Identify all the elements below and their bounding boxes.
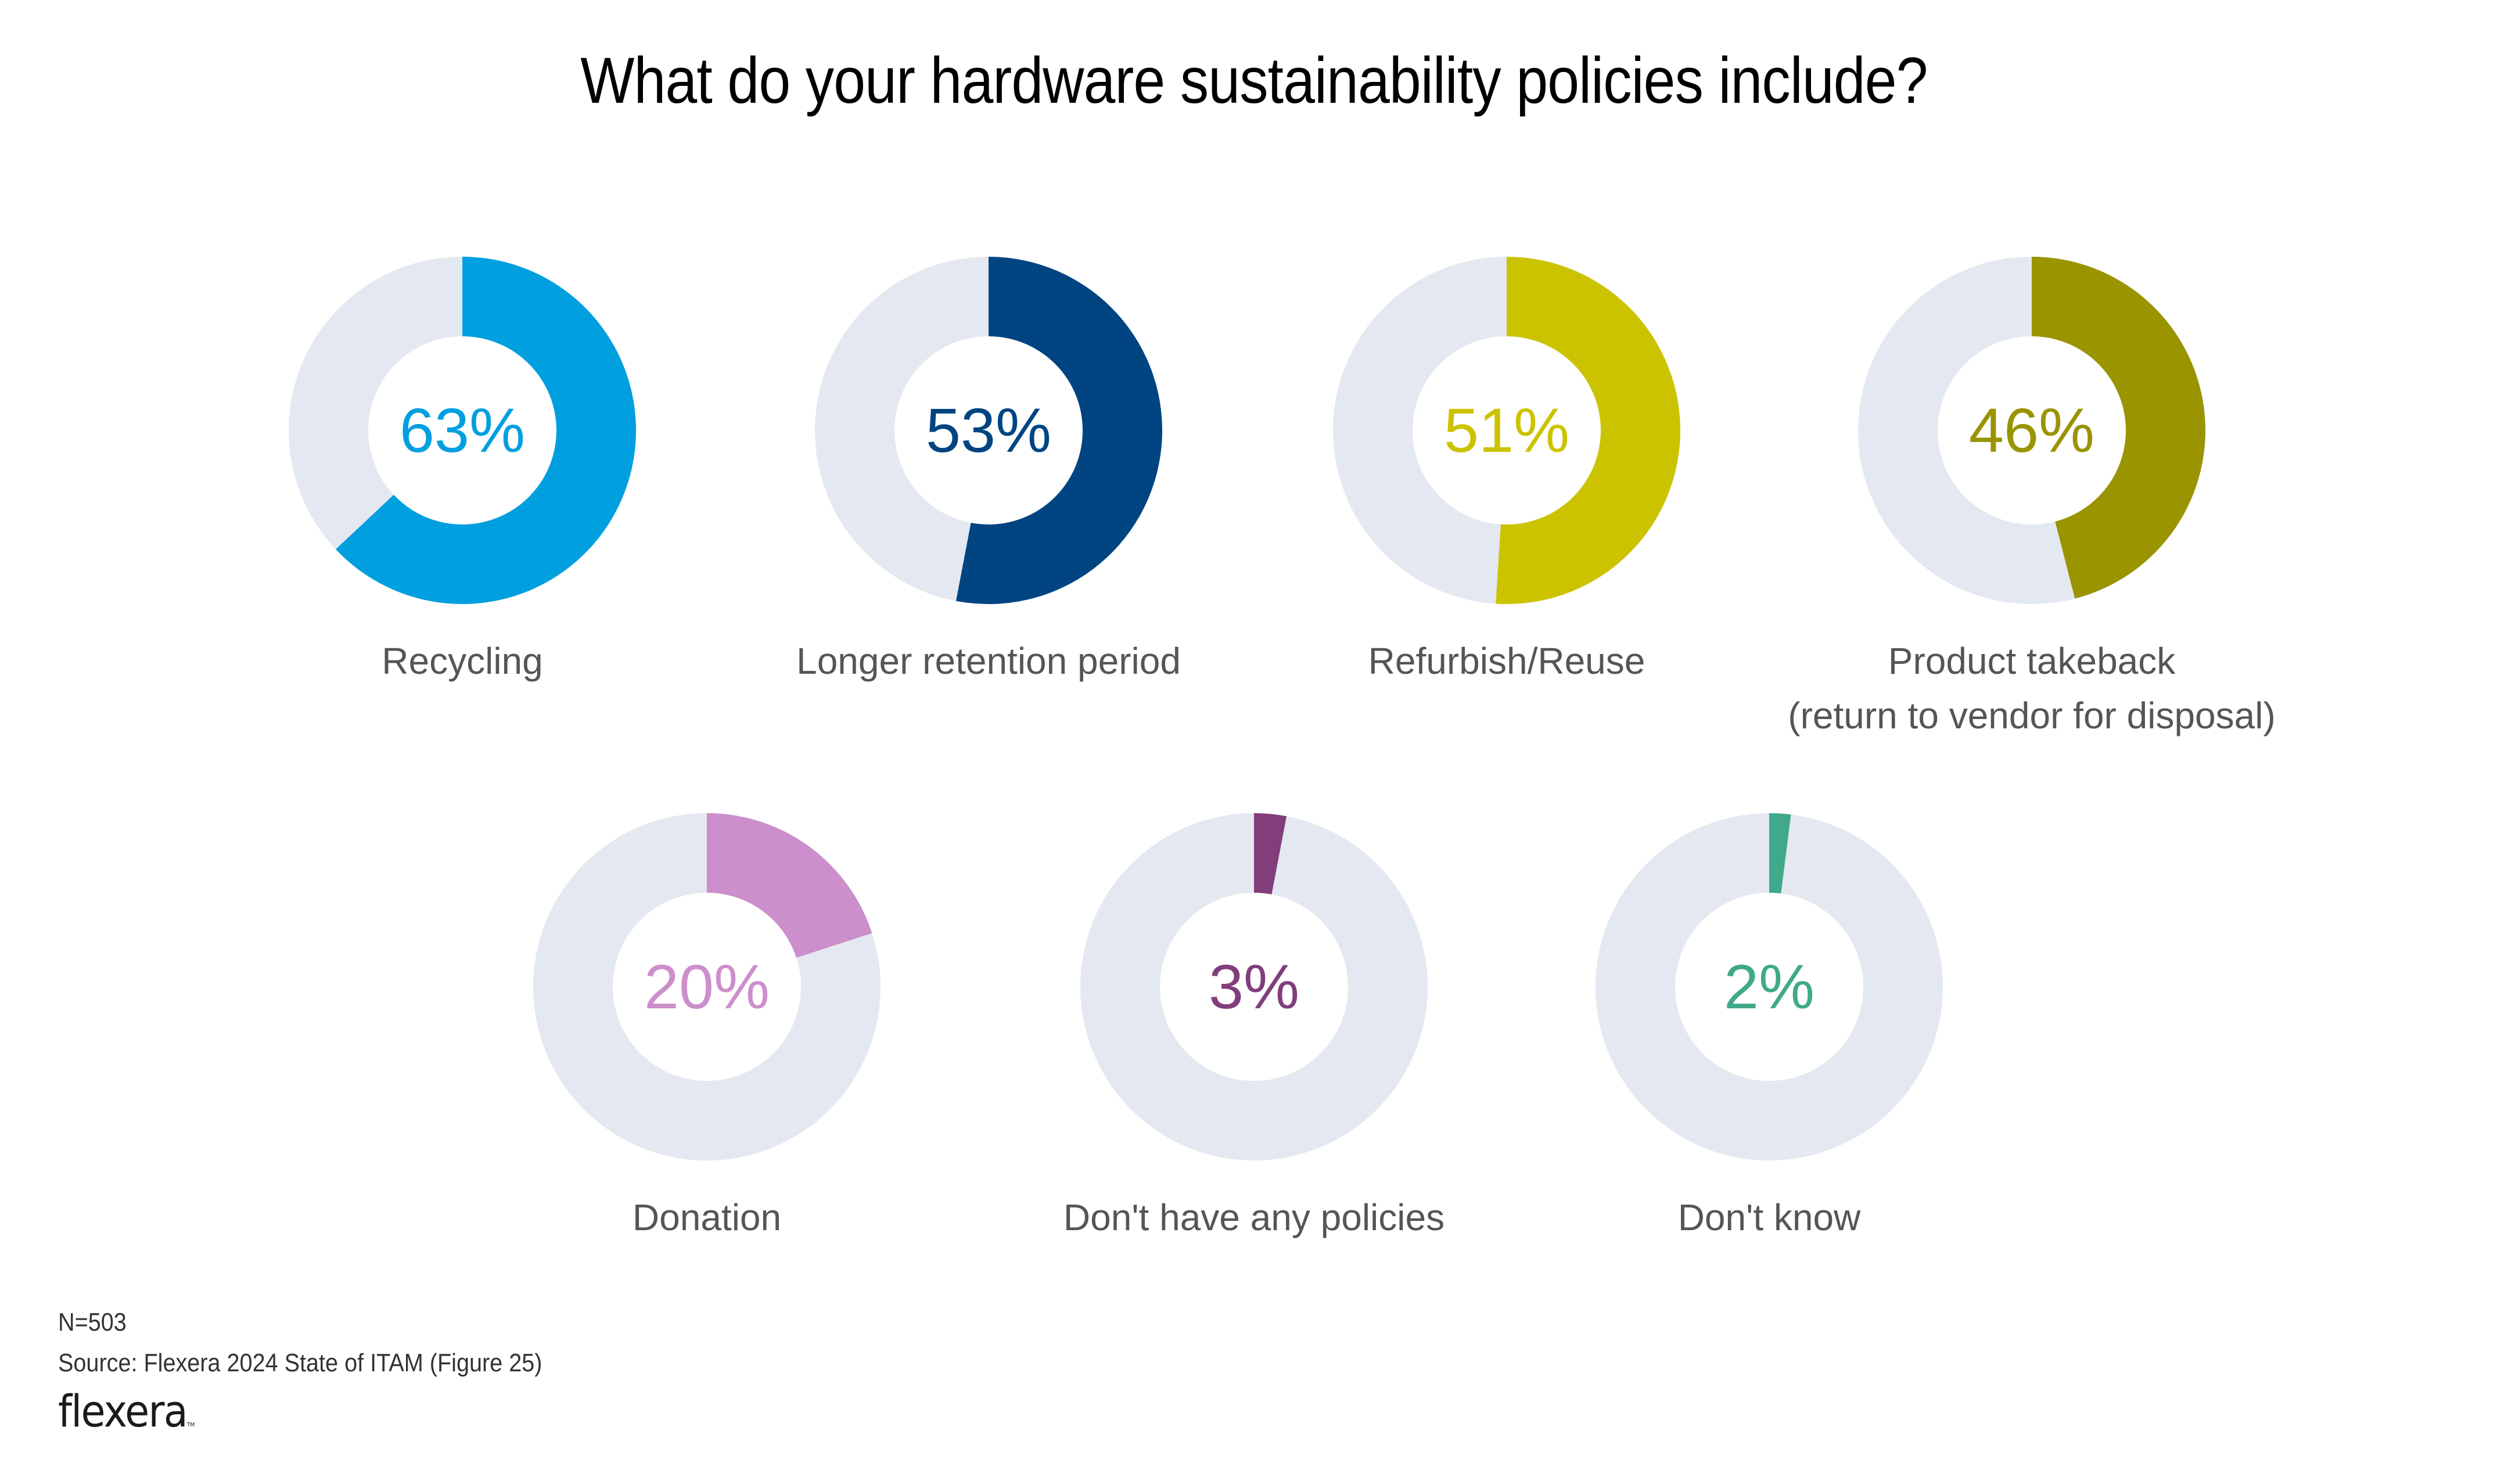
category-label: Donation <box>633 1196 781 1238</box>
percentage-label: 63% <box>400 395 525 465</box>
category-label: (return to vendor for disposal) <box>1788 695 2276 736</box>
donut-segment-donation <box>707 813 872 958</box>
percentage-label: 20% <box>644 951 770 1022</box>
trademark-mark: TM <box>186 1422 195 1428</box>
donut-segment-don-t-know <box>1769 813 1791 894</box>
donut-segment-don-t-have-any-policies <box>1254 813 1287 894</box>
donut-don-t-have-any-policies: 3% Don't have any policies <box>1063 813 1445 1238</box>
category-label: Product takeback <box>1888 640 2176 682</box>
donut-segment-refurbish-reuse <box>1496 257 1681 604</box>
donut-don-t-know: 2% Don't know <box>1596 813 1943 1238</box>
chart-title: What do your hardware sustainability pol… <box>580 44 1928 117</box>
logo-text: flexera <box>58 1385 188 1437</box>
donut-refurbish-reuse: 51% Refurbish/Reuse <box>1333 257 1681 682</box>
category-label: Refurbish/Reuse <box>1368 640 1645 682</box>
flexera-logo: flexeraTM <box>58 1385 195 1437</box>
sample-size-note: N=503 <box>58 1308 127 1336</box>
donut-segment-recycling <box>336 257 636 604</box>
donut-segment-longer-retention-period <box>955 257 1163 604</box>
percentage-label: 2% <box>1724 951 1814 1022</box>
percentage-label: 51% <box>1444 395 1569 465</box>
donut-donation: 20% Donation <box>533 813 881 1238</box>
percentage-label: 46% <box>1969 395 2094 465</box>
category-label: Don't know <box>1678 1196 1861 1238</box>
category-label: Don't have any policies <box>1063 1196 1445 1238</box>
source-note: Source: Flexera 2024 State of ITAM (Figu… <box>58 1349 542 1377</box>
category-label: Recycling <box>382 640 542 682</box>
donut-recycling: 63% Recycling <box>289 257 636 682</box>
percentage-label: 3% <box>1209 951 1299 1022</box>
donut-segment-product-takeback <box>2032 257 2205 599</box>
percentage-label: 53% <box>926 395 1051 465</box>
donut-longer-retention-period: 53% Longer retention period <box>796 257 1181 682</box>
category-label: Longer retention period <box>796 640 1181 682</box>
donut-product-takeback: 46% Product takeback (return to vendor for… <box>1788 257 2276 736</box>
